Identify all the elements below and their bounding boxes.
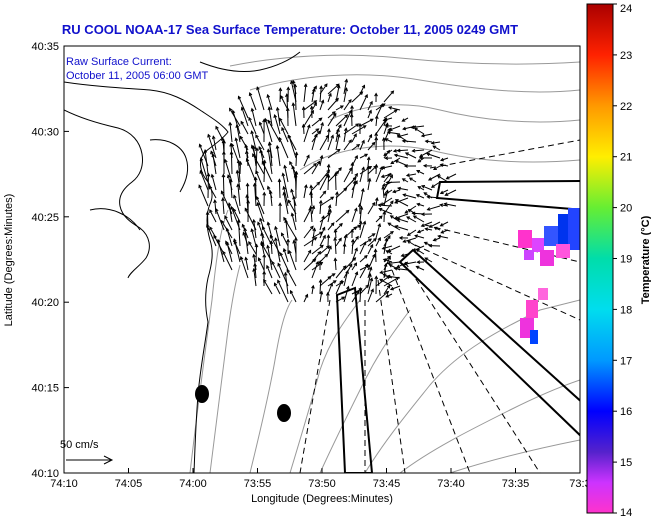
x-tick-label: 73:45 — [373, 478, 401, 490]
y-tick-label: 40:20 — [31, 297, 59, 309]
current-label: Raw Surface Current: — [66, 56, 172, 68]
x-tick-label: 73:3 — [569, 478, 590, 490]
current-timestamp: October 11, 2005 06:00 GMT — [66, 70, 209, 82]
shipping-lanes — [335, 180, 580, 473]
x-tick-label: 73:40 — [437, 478, 465, 490]
scale-label: 50 cm/s — [60, 439, 99, 451]
colorbar — [586, 3, 614, 514]
colorbar-tick-label: 15 — [620, 457, 632, 469]
y-tick-label: 40:25 — [31, 212, 59, 224]
colorbar-tick-label: 19 — [620, 254, 632, 266]
scale-arrow — [66, 455, 114, 465]
buoy-marker — [195, 385, 209, 403]
y-axis-label: Latitude (Degrees:Minutes) — [3, 194, 15, 327]
colorbar-tick-label: 22 — [620, 101, 632, 113]
map-title: RU COOL NOAA-17 Sea Surface Temperature:… — [61, 22, 519, 37]
colorbar-tick-label: 23 — [620, 50, 632, 62]
bathymetry-contours — [189, 54, 580, 473]
colorbar-tick-label: 16 — [620, 406, 632, 418]
x-tick-label: 74:05 — [115, 478, 143, 490]
colorbar-tick-label: 17 — [620, 355, 632, 367]
colorbar-label: Temperature (°C) — [640, 215, 651, 304]
y-axis-ticks: 40:35 40:30 40:25 40:20 40:15 40:10 — [31, 41, 69, 480]
colorbar-tick-label: 14 — [620, 507, 632, 519]
y-tick-label: 40:35 — [31, 41, 59, 53]
coastline — [64, 51, 301, 473]
x-tick-label: 73:50 — [308, 478, 336, 490]
x-tick-label: 74:00 — [179, 478, 207, 490]
y-tick-label: 40:10 — [31, 468, 59, 480]
x-axis-label: Longitude (Degrees:Minutes) — [251, 493, 393, 505]
colorbar-tick-label: 20 — [620, 203, 632, 215]
current-vectors — [198, 78, 457, 303]
sst-patches — [518, 208, 580, 344]
buoy-marker — [277, 404, 291, 422]
x-axis-ticks: 74:10 74:05 74:00 73:55 73:50 73:45 73:40 73:35… — [50, 468, 591, 490]
colorbar-ticks: 24 23 22 21 20 19 18 17 16 15 14 — [613, 3, 632, 519]
colorbar-tick-label: 24 — [620, 3, 632, 15]
colorbar-tick-label: 21 — [620, 152, 632, 164]
x-tick-label: 74:10 — [50, 478, 78, 490]
x-tick-label: 73:35 — [502, 478, 530, 490]
colorbar-tick-label: 18 — [620, 304, 632, 316]
x-tick-label: 73:55 — [244, 478, 272, 490]
y-tick-label: 40:30 — [31, 126, 59, 138]
y-tick-label: 40:15 — [31, 383, 59, 395]
radar-range-lines — [299, 139, 580, 473]
